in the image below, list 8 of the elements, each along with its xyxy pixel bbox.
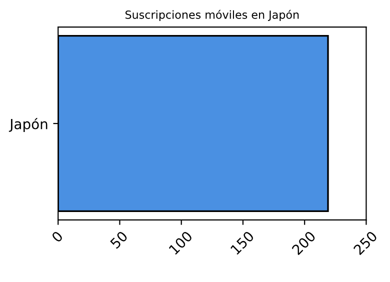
chart-title: Suscripciones móviles en Japón xyxy=(125,10,299,22)
x-tick-label: 250 xyxy=(352,230,378,256)
x-tick-label: 50 xyxy=(110,230,128,250)
x-tick-label: 150 xyxy=(230,230,255,255)
y-tick-label: Japón xyxy=(8,118,48,132)
x-tick-label: 100 xyxy=(168,230,193,255)
x-tick-label: 200 xyxy=(291,230,316,256)
x-tick-label: 0 xyxy=(51,230,64,243)
